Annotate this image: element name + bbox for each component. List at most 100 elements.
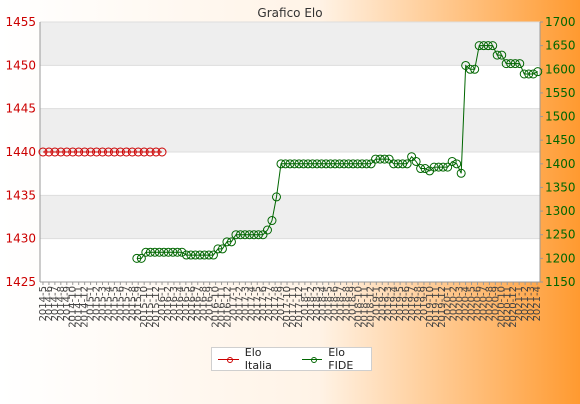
data-point [103, 147, 113, 157]
data-point [217, 244, 227, 254]
x-tick-label: 2016-7 [193, 286, 204, 321]
x-tick-label: 2020-4 [461, 286, 472, 321]
grid-band [40, 195, 540, 239]
x-tick-label: 2017-2 [234, 286, 245, 321]
data-point [267, 216, 277, 226]
left-tick-label: 1435 [5, 188, 36, 202]
right-tick-label: 1300 [545, 204, 576, 218]
data-point [190, 250, 200, 260]
data-point [492, 50, 502, 60]
legend-label-elo-italia: Elo Italia [244, 346, 272, 372]
data-point [380, 154, 390, 164]
x-tick-label: 2018-10 [353, 286, 364, 328]
data-point [299, 159, 309, 169]
data-point [407, 152, 417, 162]
x-tick-label: 2016-1 [157, 286, 168, 321]
x-tick-label: 2014-5 [38, 286, 49, 321]
x-tick-label: 2016-10 [211, 286, 222, 328]
x-tick-label: 2021-1 [514, 286, 525, 321]
data-point [253, 230, 263, 240]
data-point [371, 154, 381, 164]
data-point [483, 41, 493, 51]
legend-item-elo-fide[interactable]: Elo FIDE [301, 346, 371, 372]
data-point [330, 159, 340, 169]
data-point [375, 154, 385, 164]
right-tick-label: 1250 [545, 228, 576, 242]
data-point [506, 59, 516, 69]
grid-band [40, 108, 540, 152]
x-tick-label: 2018-12 [365, 286, 376, 328]
x-tick-label: 2017-4 [246, 286, 257, 321]
data-point [470, 64, 480, 74]
data-point [398, 159, 408, 169]
x-tick-label: 2016-4 [175, 286, 186, 321]
legend-item-elo-italia[interactable]: Elo Italia [218, 346, 290, 372]
data-point [195, 250, 205, 260]
x-tick-label: 2016-12 [223, 286, 234, 328]
data-point [393, 159, 403, 169]
x-tick-label: 2017-7 [264, 286, 275, 321]
legend-swatch-elo-fide [301, 354, 323, 364]
x-tick-label: 2014-9 [62, 286, 73, 321]
series-elo-fide [132, 41, 543, 263]
x-tick-label: 2020-1 [443, 286, 454, 321]
x-tick-label: 2016-3 [169, 286, 180, 321]
data-point [276, 159, 286, 169]
data-point [38, 147, 48, 157]
right-tick-label: 1200 [545, 251, 576, 265]
data-point [50, 147, 60, 157]
data-point [86, 147, 96, 157]
data-point [186, 250, 196, 260]
data-point [402, 159, 412, 169]
x-tick-label: 2019-3 [383, 286, 394, 321]
data-point [389, 159, 399, 169]
x-tick-label: 2014-8 [56, 286, 67, 321]
data-point [98, 147, 107, 157]
left-y-axis: 1425 1430 1435 1440 1445 1450 1455 [5, 15, 36, 289]
x-tick-label: 2014-7 [50, 286, 61, 321]
x-tick-label: 2014-11 [74, 286, 85, 328]
x-tick-label: 2019-1 [371, 286, 382, 321]
data-point [226, 237, 236, 247]
data-point [141, 247, 151, 257]
data-point [447, 156, 457, 166]
x-tick-label: 2019-2 [377, 286, 388, 321]
x-tick-label: 2021-3 [526, 286, 537, 321]
data-point [452, 159, 462, 169]
data-point [416, 164, 426, 174]
x-tick-label: 2020-8 [484, 286, 495, 321]
data-point [208, 250, 218, 260]
data-point [438, 162, 448, 172]
data-point [501, 59, 511, 69]
x-tick-label: 2016-6 [187, 286, 198, 321]
x-tick-label: 2018-6 [330, 286, 341, 321]
data-point [249, 230, 259, 240]
right-tick-label: 1550 [545, 86, 576, 100]
x-tick-label: 2020-10 [496, 286, 507, 328]
x-tick-label: 2020-7 [478, 286, 489, 321]
data-point [353, 159, 363, 169]
left-tick-label: 1430 [5, 232, 36, 246]
legend-label-elo-fide: Elo FIDE [328, 346, 354, 372]
data-point [429, 162, 439, 172]
right-y-axis: 1150 1200 1250 1300 1350 1400 1450 1500 1550 1600… [540, 15, 576, 289]
x-tick-label: 2020-11 [502, 286, 513, 328]
x-tick-label: 2017-8 [270, 286, 281, 321]
data-point [312, 159, 322, 169]
x-tick-label: 2017-9 [276, 286, 287, 321]
data-point [280, 159, 290, 169]
data-point [510, 59, 520, 69]
data-point [348, 159, 358, 169]
x-tick-label: 2020-6 [473, 286, 484, 321]
data-point [515, 59, 525, 69]
data-point [285, 159, 295, 169]
x-tick-label: 2017-3 [240, 286, 251, 321]
x-tick-label: 2015-1 [86, 286, 97, 321]
x-tick-label: 2014-12 [80, 286, 91, 328]
data-point [235, 230, 245, 240]
data-point [68, 147, 78, 157]
right-tick-label: 1500 [545, 110, 576, 124]
data-point [163, 247, 173, 257]
x-tick-label: 2016-5 [181, 286, 192, 321]
data-point [109, 147, 119, 157]
